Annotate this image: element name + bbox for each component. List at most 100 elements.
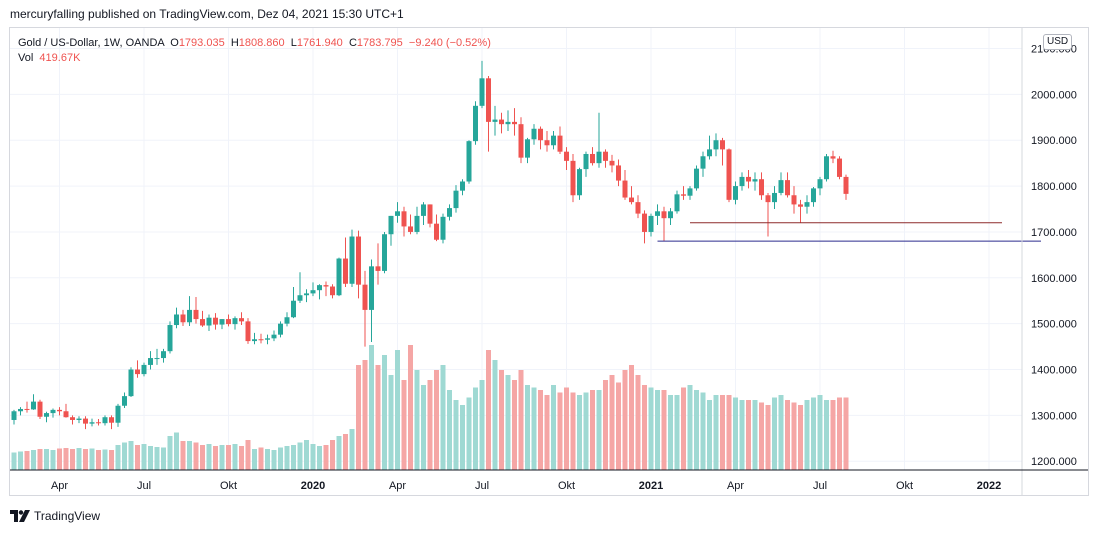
price-tick-label: 1500.000	[1031, 319, 1077, 331]
candle-body	[525, 139, 530, 158]
volume-bar	[11, 452, 17, 470]
volume-bar	[726, 395, 732, 470]
volume-bar	[603, 380, 608, 470]
candle-body	[148, 358, 153, 365]
volume-bar	[778, 395, 784, 470]
candle-body	[109, 417, 114, 423]
volume-bar	[57, 448, 62, 470]
volume-bar	[356, 365, 361, 470]
candle-body	[11, 411, 17, 420]
volume-bar	[122, 442, 127, 470]
candle-body	[31, 401, 36, 410]
candle-body	[226, 319, 231, 325]
time-tick-label: 2022	[977, 480, 1001, 492]
volume-bar	[323, 445, 329, 470]
volume-bar	[109, 450, 114, 470]
candle-body	[466, 141, 472, 182]
volume-bar	[447, 390, 452, 470]
candle-body	[408, 226, 413, 232]
volume-bar	[161, 447, 166, 470]
volume-bar	[89, 448, 95, 470]
volume-bar	[720, 395, 725, 470]
volume-bar	[24, 451, 30, 470]
candle-body	[648, 215, 654, 232]
candle-body	[759, 179, 764, 196]
candle-body	[505, 121, 511, 125]
candle-body	[382, 234, 387, 271]
candle-body	[96, 422, 101, 424]
volume-bar	[811, 397, 816, 470]
candle-body	[609, 160, 615, 166]
volume-bar	[375, 365, 381, 470]
candle-body	[271, 334, 277, 339]
candle-body	[37, 401, 43, 417]
volume-bar	[434, 370, 439, 470]
candle-body	[843, 176, 849, 194]
volume-bar	[746, 400, 751, 470]
currency-button[interactable]: USD	[1043, 34, 1073, 50]
volume-label: Vol	[18, 52, 34, 64]
candle-body	[512, 121, 517, 125]
volume-bar	[512, 380, 517, 470]
volume-bar	[492, 360, 498, 470]
price-tick-label: 2000.000	[1031, 89, 1077, 101]
volume-bar	[388, 375, 394, 470]
time-tick-label: Jul	[813, 480, 827, 492]
volume-value: 419.67K	[39, 52, 81, 64]
volume-bar	[629, 365, 634, 470]
tradingview-logo[interactable]: TradingView	[10, 509, 100, 523]
volume-bar	[674, 395, 680, 470]
volume-bar	[369, 345, 374, 470]
candle-body	[551, 135, 556, 146]
volume-bar	[135, 445, 140, 470]
candle-body	[317, 285, 322, 291]
volume-bar	[174, 432, 179, 470]
candle-body	[434, 223, 439, 240]
volume-bar	[551, 385, 556, 470]
candle-body	[167, 325, 173, 352]
volume-bar	[843, 397, 849, 470]
candle-body	[154, 358, 160, 360]
candle-body	[772, 192, 777, 203]
candle-body	[349, 236, 355, 284]
volume-bar	[570, 392, 576, 470]
volume-bar	[245, 440, 251, 470]
volume-bar	[733, 397, 738, 470]
candle-body	[343, 258, 348, 284]
volume-bar	[128, 441, 134, 470]
volume-bar	[408, 345, 413, 470]
candles	[11, 60, 849, 430]
candle-body	[726, 149, 732, 200]
volume-bar	[278, 447, 283, 470]
volume-bar	[232, 444, 238, 470]
candle-body	[362, 284, 368, 310]
volume-bar	[310, 444, 316, 470]
candle-body	[733, 186, 738, 200]
time-tick-label: Okt	[220, 480, 237, 492]
volume-bar	[284, 446, 290, 470]
volume-bar	[460, 405, 465, 470]
volume-bar	[590, 390, 595, 470]
volume-bar	[37, 449, 43, 470]
close-label: C	[348, 37, 357, 49]
candle-body	[830, 156, 836, 159]
candle-body	[687, 188, 693, 196]
candle-body	[395, 211, 400, 216]
volume-bar	[213, 446, 218, 470]
candle-body	[265, 338, 270, 340]
candle-body	[603, 151, 608, 161]
open-label: O	[170, 37, 179, 49]
volume-bar	[765, 405, 771, 470]
volume-bar	[505, 375, 511, 470]
candle-body	[720, 140, 725, 150]
volume-bar	[148, 446, 153, 470]
candle-body	[486, 78, 491, 122]
candle-body	[707, 149, 712, 157]
candle-body	[538, 128, 543, 141]
candle-body	[76, 418, 82, 420]
candle-body	[746, 176, 751, 182]
candle-body	[291, 300, 296, 318]
candle-body	[824, 156, 829, 180]
open-value: 1793.035	[178, 37, 225, 49]
